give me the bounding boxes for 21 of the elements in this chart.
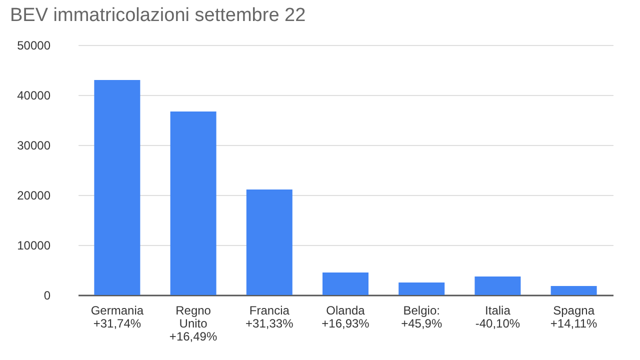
y-tick-label: 10000 bbox=[17, 238, 51, 252]
y-tick-label: 0 bbox=[44, 288, 51, 302]
y-tick-label: 30000 bbox=[17, 138, 51, 152]
y-tick-label: 20000 bbox=[17, 188, 51, 202]
bar bbox=[322, 272, 368, 295]
x-tick-label: Francia +31,33% bbox=[246, 304, 294, 330]
chart-title: BEV immatricolazioni settembre 22 bbox=[10, 5, 306, 26]
bar bbox=[474, 276, 521, 295]
x-tick-label: Olanda +16,93% bbox=[322, 304, 370, 330]
bar bbox=[94, 80, 140, 295]
x-tick-label: Germania +31,74% bbox=[90, 304, 144, 330]
bar bbox=[170, 112, 216, 295]
x-tick-label: Belgio: +45,9% bbox=[401, 304, 442, 330]
x-tick-label: Spagna +14,11% bbox=[550, 304, 598, 330]
x-tick-label: Regno Unito +16,49% bbox=[169, 304, 218, 344]
bar bbox=[398, 282, 445, 295]
y-tick-label: 50000 bbox=[17, 38, 51, 52]
bar bbox=[550, 286, 597, 295]
bar bbox=[246, 190, 292, 295]
x-tick-label: Italia -40,10% bbox=[475, 304, 520, 330]
y-tick-label: 40000 bbox=[17, 88, 51, 102]
